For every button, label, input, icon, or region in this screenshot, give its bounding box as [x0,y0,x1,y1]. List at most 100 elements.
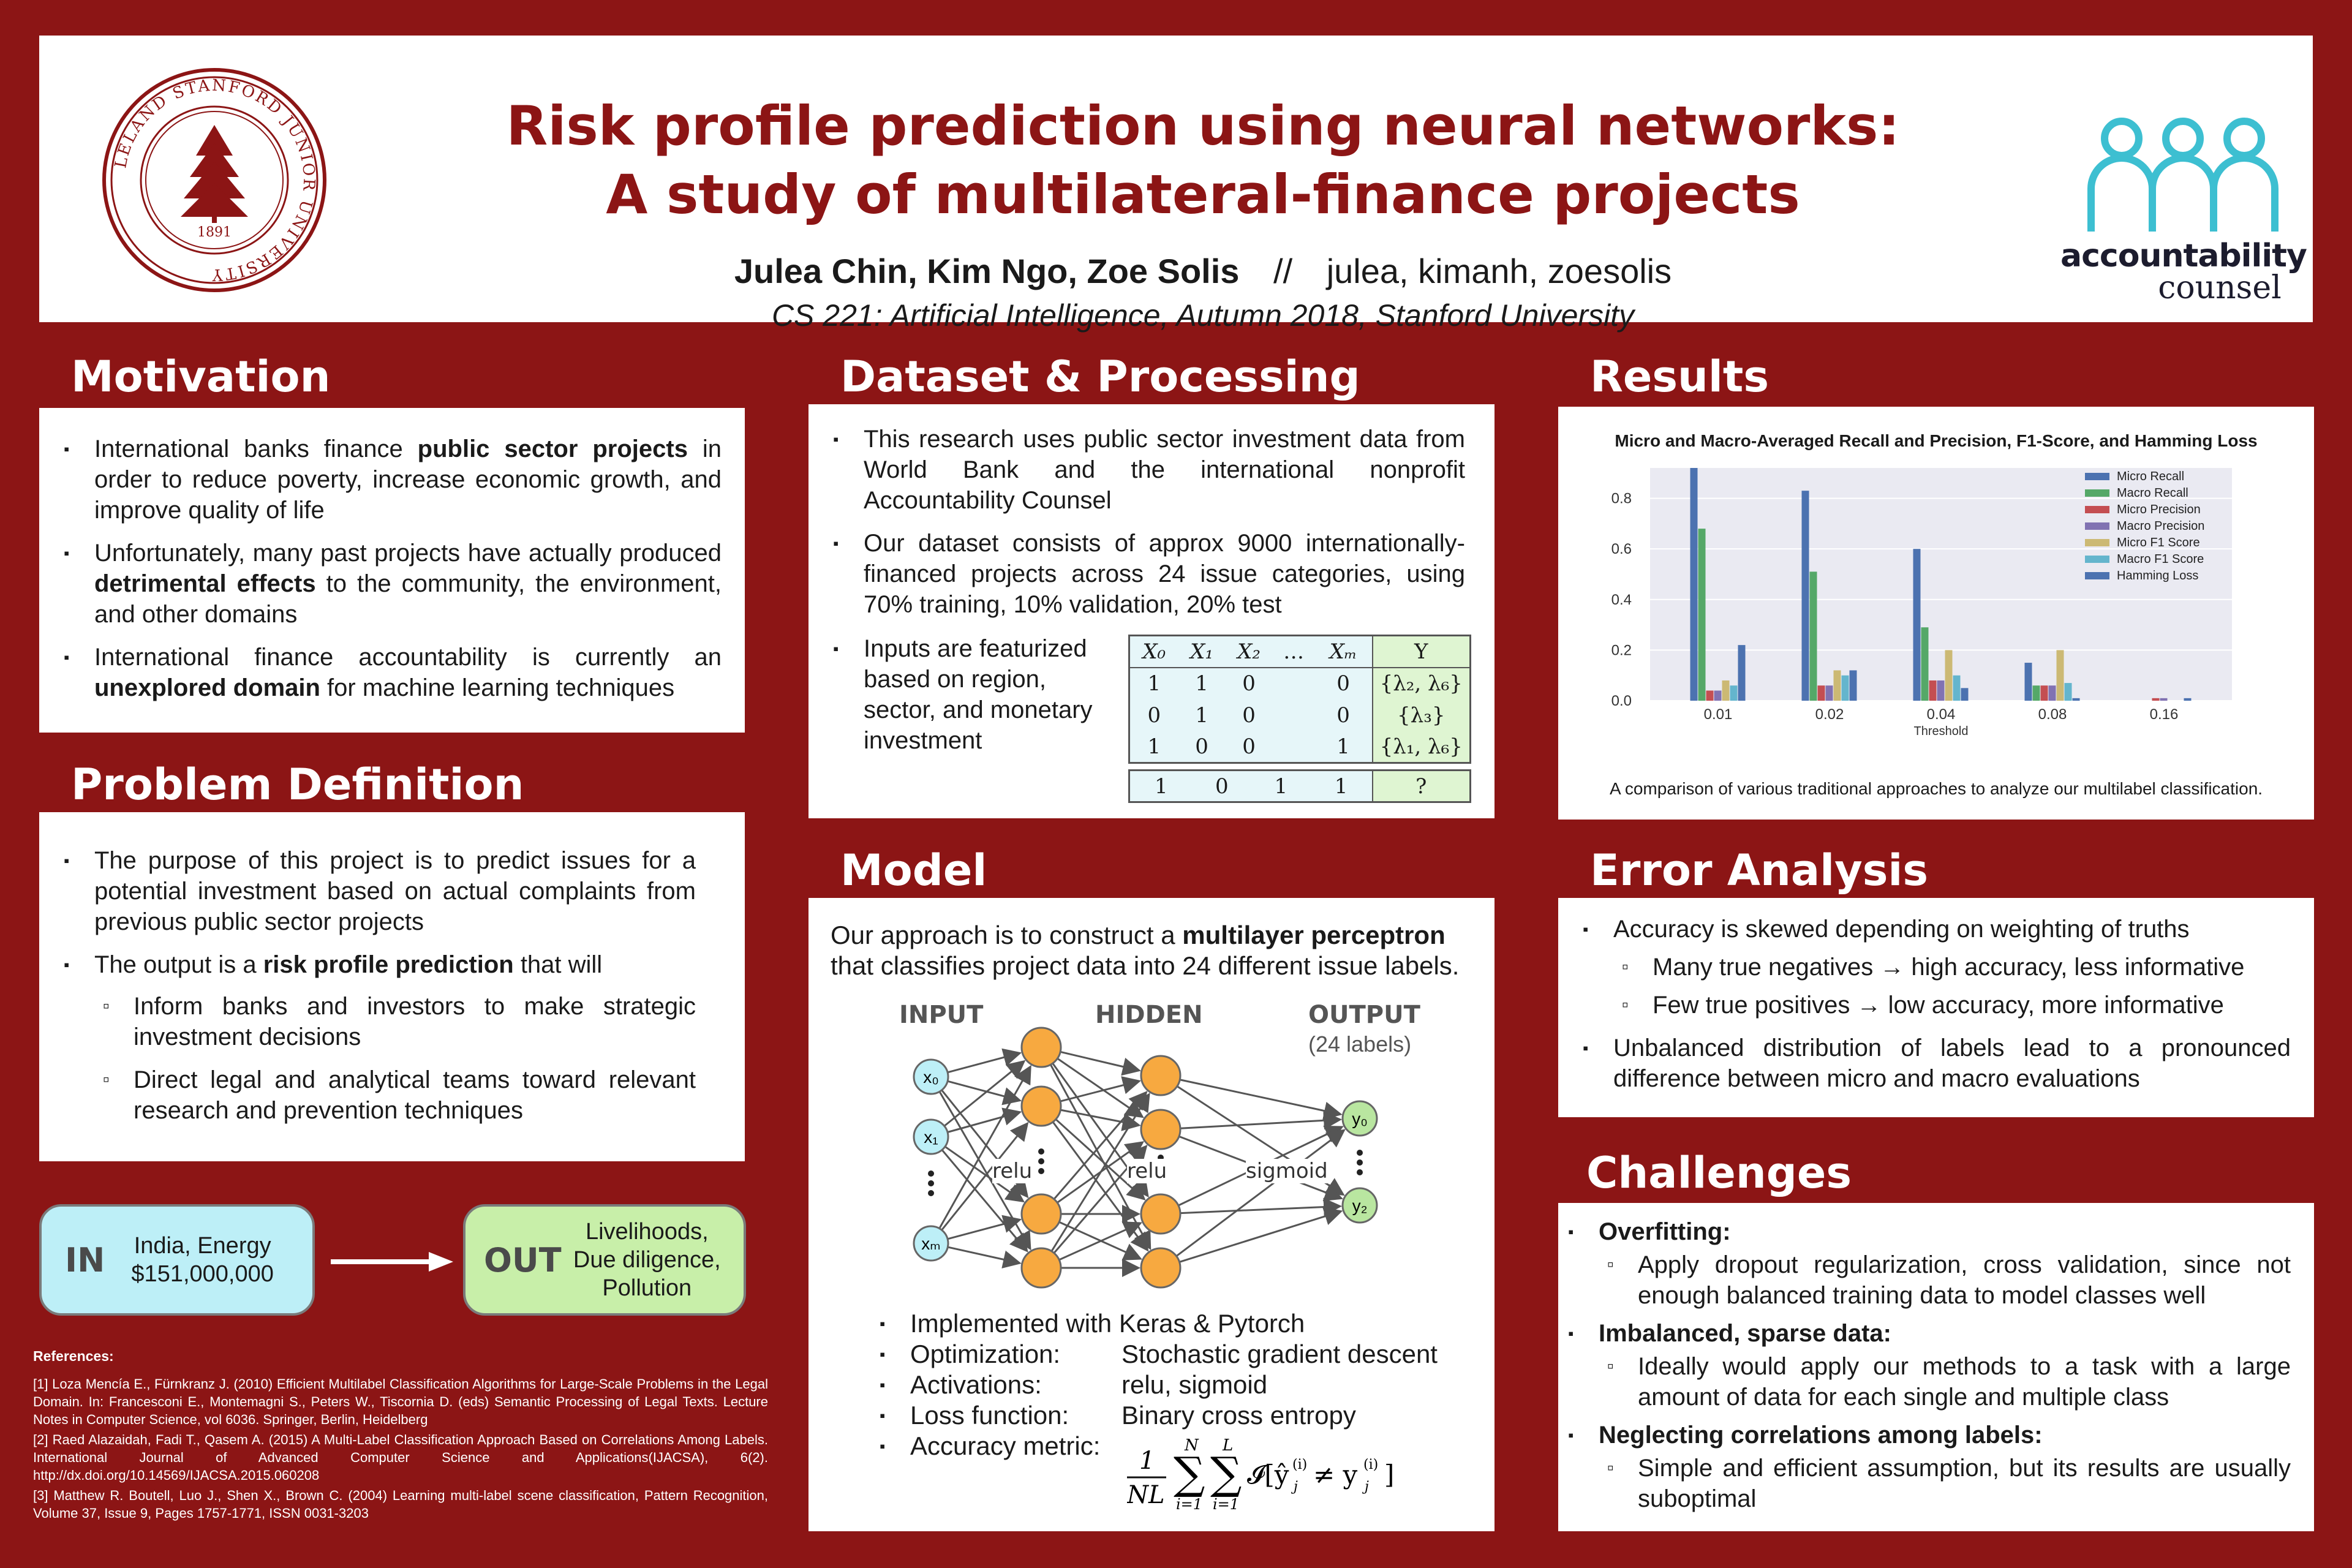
ellipsis-dot [928,1190,934,1196]
model-intro: Our approach is to construct a multilaye… [831,921,1460,980]
hidden-node [1020,1085,1062,1127]
output-layer-label: OUTPUT [1308,1001,1420,1029]
logo-text-accountability: accountability [2060,238,2307,274]
ellipsis-dot [928,1170,934,1177]
list-item: Implemented with Keras & Pytorch [880,1308,1480,1339]
authors-line: Julea Chin, Kim Ngo, Zoe Solis // julea,… [296,251,2109,291]
connection-arrow [947,1107,1022,1133]
hidden-node [1140,1247,1182,1289]
output-layer-sublabel: (24 labels) [1308,1031,1412,1057]
list-item: Imbalanced, sparse data: Ideally would a… [1544,1318,2291,1412]
hidden-node [1140,1109,1182,1150]
legend-label: Macro Recall [2117,486,2188,500]
connection-arrow [1055,1118,1146,1200]
ellipsis-dot [1038,1168,1044,1174]
bar [2048,685,2056,701]
in-text: India, Energy $151,000,000 [131,1233,274,1287]
ellipsis-dot [1357,1169,1363,1175]
legend-swatch [2085,539,2109,546]
bar [1961,688,1969,701]
input-node-label: x₀ [923,1068,939,1087]
table-header: X₀ [1129,635,1178,668]
bar [1937,680,1945,701]
connection-arrow [1053,1090,1148,1200]
dataset-heading: Dataset & Processing [840,352,1360,402]
connection-arrow [1179,1207,1343,1263]
ellipsis-dot [928,1180,934,1186]
stanford-seal-icon: LELAND STANFORD JUNIOR UNIVERSITY 1891 [102,68,326,292]
bar [2024,663,2032,701]
author-names: Julea Chin, Kim Ngo, Zoe Solis [734,252,1240,290]
connection-arrow [947,1215,1022,1240]
bar [1690,468,1698,701]
list-item: Ideally would apply our methods to a tas… [1544,1351,2291,1412]
connection-arrow [1049,1064,1152,1250]
list-item: Overfitting: Apply dropout regularizatio… [1544,1216,2291,1311]
table-row: 0 1 0 0 {λ₃} [1129,699,1471,731]
list-item: Inform banks and investors to make strat… [39,991,696,1052]
x-tick-label: 0.04 [1927,706,1956,723]
seal-year: 1891 [197,225,232,240]
connection-arrow [1052,1121,1149,1252]
y-tick-label: 0.2 [1611,642,1632,658]
connection-arrow [1057,1057,1144,1118]
results-panel: Micro and Macro-Averaged Recall and Prec… [1558,407,2314,820]
x-tick-label: 0.08 [2038,706,2067,723]
model-heading: Model [840,845,987,895]
bar [1825,685,1833,701]
table-row: 1 0 1 1? [1129,770,1471,802]
references-title: References: [33,1348,114,1364]
ellipsis-dot [1357,1159,1363,1166]
connection-arrow [948,1246,1022,1268]
bar [1921,627,1929,701]
in-label: IN [65,1240,105,1280]
list-item: Few true positives → low accuracy, more … [1558,990,2291,1020]
connection-arrow [1060,1109,1141,1131]
svg-text:≠ y: ≠ y [1313,1460,1358,1490]
list-item: Accuracy is skewed depending on weightin… [1558,914,2291,1020]
mlp-diagram: x₀ x₁ xₘ y₀ y₂ [913,1027,1378,1289]
problem-sublist: Inform banks and investors to make strat… [39,991,696,1126]
activation-label: sigmoid [1246,1159,1328,1183]
accuracy-metric-formula: 1 NL ∑ N i=1 ∑ L i=1 𝓘[ŷ j (i) ≠ y j (i)… [1127,1436,1394,1513]
legend-swatch [2085,556,2109,563]
connection-arrow [941,1149,1028,1253]
error-analysis-sublist: Many true negatives → high accuracy, les… [1558,952,2291,1020]
table-header: Y [1371,635,1471,668]
list-item: Optimization:Stochastic gradient descent [880,1339,1480,1370]
connection-arrow [947,1048,1022,1074]
svg-text:L: L [1222,1436,1233,1455]
svg-text:i=1: i=1 [1213,1496,1239,1513]
challenges-list: Overfitting: Apply dropout regularizatio… [1544,1216,2291,1521]
motivation-panel: International banks finance public secto… [39,408,745,733]
connection-arrow [1175,1129,1346,1257]
input-layer-label: INPUT [899,1001,984,1029]
connection-arrow [1179,1079,1343,1120]
model-details: Implemented with Keras & Pytorch Optimiz… [880,1308,1480,1461]
problem-heading: Problem Definition [71,760,524,810]
plot-area [1650,468,2232,701]
legend-label: Macro F1 Score [2117,552,2204,566]
bar [1913,549,1921,701]
activation-label: relu [992,1159,1033,1183]
logo-text-counsel: counsel [2158,270,2282,306]
list-item: Direct legal and analytical teams toward… [39,1065,696,1126]
out-text: Livelihoods, Due diligence, Pollution [573,1219,721,1301]
bar [1929,680,1937,701]
bar [2152,698,2160,701]
people-icon [2087,118,2278,232]
hidden-node [1140,1193,1182,1235]
reference-item: [1] Loza Mencía E., Fürnkranz J. (2010) … [33,1376,768,1427]
chart-title: Micro and Macro-Averaged Recall and Prec… [1615,431,2258,450]
list-item: Inputs are featurized based on region, s… [809,633,1115,756]
list-item: Our dataset consists of approx 9000 inte… [809,528,1465,620]
connection-arrow [938,1065,1031,1229]
author-separator: // [1273,252,1293,290]
bar [1801,491,1809,701]
legend-label: Micro F1 Score [2117,536,2200,549]
output-node-label: y₂ [1352,1196,1368,1215]
output-example-box: OUT Livelihoods, Due diligence, Pollution [463,1204,746,1316]
connection-arrow [1180,1111,1343,1130]
problem-list: The purpose of this project is to predic… [39,845,696,1138]
